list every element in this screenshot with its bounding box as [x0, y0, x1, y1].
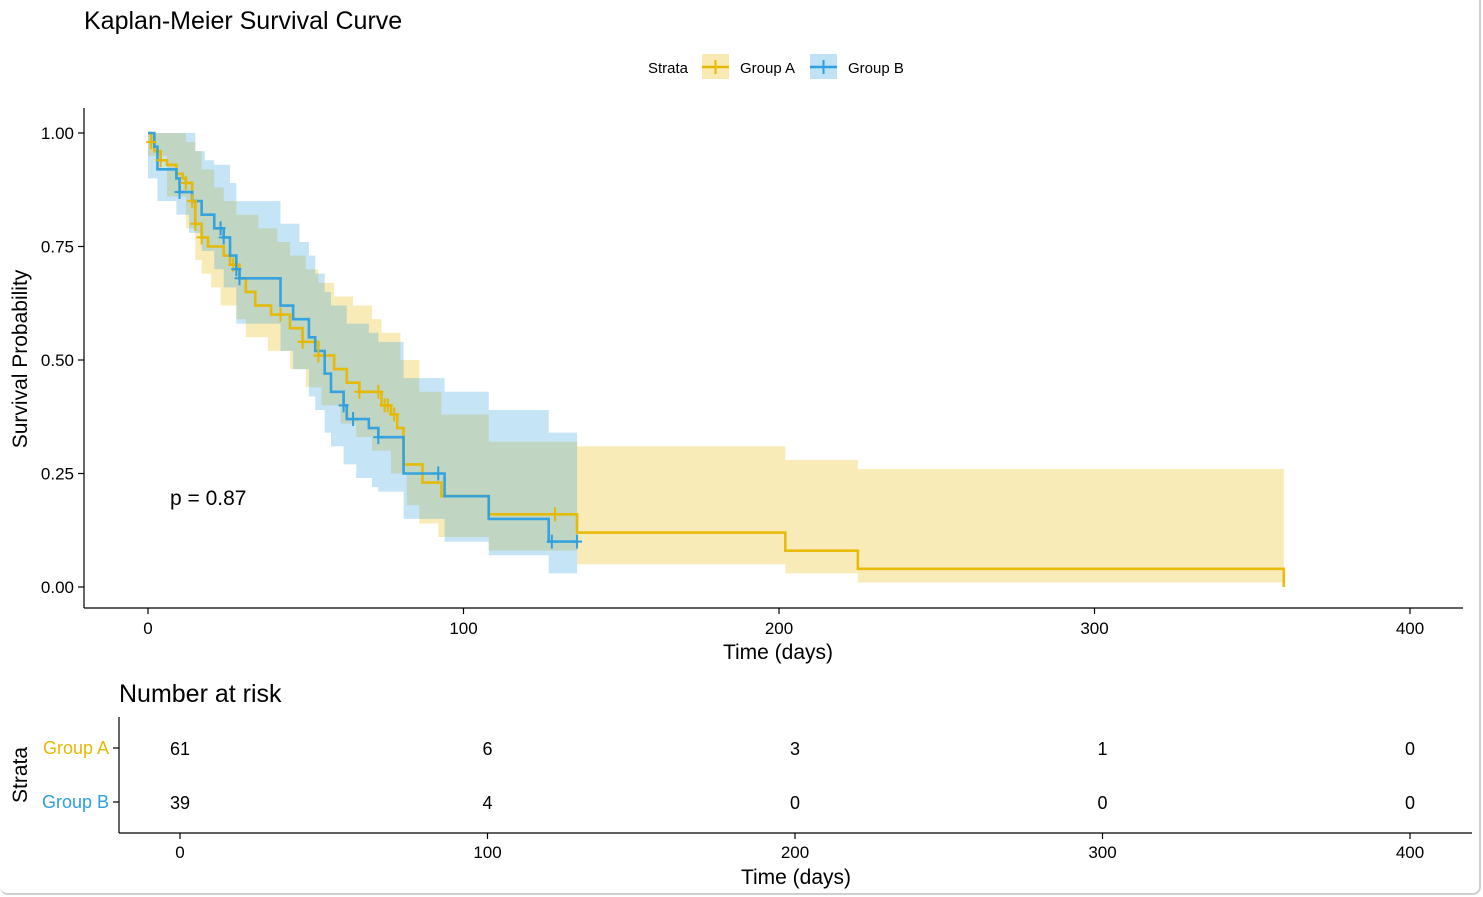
y-tick-label: 0.00 — [41, 578, 74, 597]
x-tick-label: 0 — [143, 619, 152, 638]
risk-table-strata-label: Strata — [9, 747, 32, 803]
p-value-annotation: p = 0.87 — [170, 487, 246, 510]
legend-key-group-b[interactable]: Group B — [810, 54, 904, 79]
censor-mark-group-a — [382, 398, 393, 413]
censor-mark-group-b — [572, 534, 583, 549]
main-axes: 0.00 0.25 0.50 0.75 1.00 0 100 200 300 400 — [41, 108, 1463, 638]
legend-title: Strata — [648, 60, 689, 77]
censor-mark-group-b — [546, 534, 557, 549]
legend: Strata Group A Group B — [648, 54, 904, 79]
censor-mark-group-b — [231, 262, 242, 277]
survival-curve-group-a[interactable] — [148, 131, 1286, 587]
y-axis-title: Survival Probability — [9, 269, 32, 448]
censor-mark-group-b — [373, 430, 384, 445]
legend-key-group-a[interactable]: Group A — [702, 54, 795, 79]
survival-curve-group-b[interactable] — [148, 131, 578, 543]
censor-mark-group-b — [338, 398, 349, 413]
y-tick-label: 0.50 — [41, 351, 74, 370]
risk-count-group-a: 3 — [790, 739, 800, 759]
censor-mark-group-a — [155, 153, 166, 168]
censor-mark-group-b — [215, 221, 226, 236]
censor-mark-group-b — [433, 466, 444, 481]
ci-band-group-b — [148, 133, 578, 574]
censor-mark-group-a — [373, 384, 384, 399]
x-tick-label: 200 — [765, 619, 793, 638]
x-tick-label: 300 — [1080, 619, 1108, 638]
risk-count-group-b: 0 — [790, 793, 800, 813]
legend-label-group-a: Group A — [740, 60, 795, 77]
censor-mark-group-b — [174, 185, 185, 200]
risk-row-label-group-a: Group A — [43, 738, 109, 758]
y-tick-label: 0.25 — [41, 465, 74, 484]
y-tick-label: 1.00 — [41, 124, 74, 143]
risk-x-tick-label: 200 — [781, 843, 809, 862]
risk-row-label-group-b: Group B — [42, 792, 109, 812]
x-axis-title: Time (days) — [723, 641, 833, 664]
risk-count-group-a: 1 — [1097, 739, 1107, 759]
risk-x-tick-label: 400 — [1396, 843, 1424, 862]
risk-count-group-a: 6 — [482, 739, 492, 759]
legend-label-group-b: Group B — [848, 60, 904, 77]
censor-mark-group-b — [218, 230, 229, 245]
risk-x-tick-label: 0 — [175, 843, 184, 862]
risk-count-group-b: 0 — [1097, 793, 1107, 813]
censor-mark-group-a — [549, 507, 560, 522]
y-tick-label: 0.75 — [41, 238, 74, 257]
censor-mark-group-b — [348, 412, 359, 427]
risk-count-group-b: 0 — [1405, 793, 1415, 813]
censor-mark-group-a — [146, 135, 157, 150]
survival-curves — [148, 131, 1286, 587]
censor-mark-group-a — [389, 407, 400, 422]
risk-count-group-b: 4 — [482, 793, 492, 813]
censor-mark-group-a — [275, 307, 286, 322]
risk-count-group-a: 61 — [170, 739, 190, 759]
censor-mark-group-a — [190, 216, 201, 231]
censor-mark-group-a — [180, 175, 191, 190]
x-tick-label: 400 — [1396, 619, 1424, 638]
censor-mark-group-a — [187, 194, 198, 209]
risk-count-group-b: 39 — [170, 793, 190, 813]
risk-x-axis-title: Time (days) — [741, 866, 851, 889]
risk-x-tick-label: 300 — [1088, 843, 1116, 862]
risk-table: Number at risk Strata Group A 61 6 3 1 0 Group… — [9, 680, 1472, 889]
risk-table-title: Number at risk — [119, 680, 282, 708]
ci-band-group-a — [148, 133, 1284, 583]
censor-mark-group-a — [354, 384, 365, 399]
chart-title: Kaplan-Meier Survival Curve — [84, 7, 402, 35]
censor-marks — [146, 135, 583, 549]
x-tick-label: 100 — [449, 619, 477, 638]
censor-mark-group-b — [234, 271, 245, 286]
confidence-bands — [148, 133, 1284, 583]
censor-mark-group-a — [297, 334, 308, 349]
risk-count-group-a: 0 — [1405, 739, 1415, 759]
risk-x-tick-label: 100 — [473, 843, 501, 862]
censor-mark-group-a — [313, 348, 324, 363]
censor-mark-group-a — [196, 230, 207, 245]
